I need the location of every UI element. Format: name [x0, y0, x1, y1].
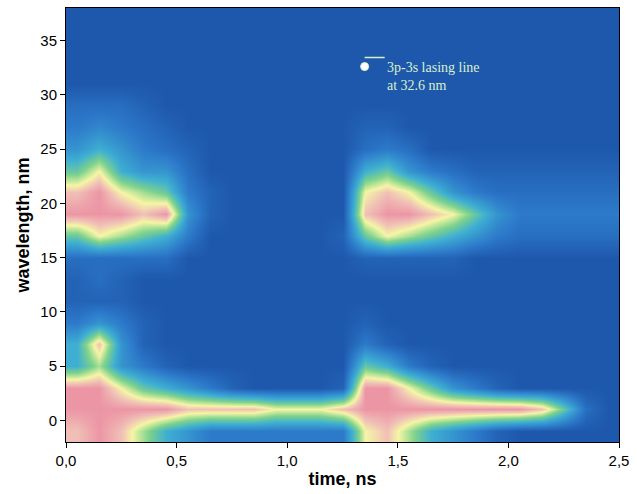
svg-text:25: 25 [40, 140, 57, 157]
svg-text:0,5: 0,5 [166, 452, 187, 469]
svg-text:2,0: 2,0 [498, 452, 519, 469]
svg-text:35: 35 [40, 32, 57, 49]
svg-text:10: 10 [40, 303, 57, 320]
svg-text:15: 15 [40, 249, 57, 266]
svg-text:0,0: 0,0 [56, 452, 77, 469]
svg-text:1,0: 1,0 [277, 452, 298, 469]
svg-text:2,5: 2,5 [609, 452, 630, 469]
svg-text:1,5: 1,5 [387, 452, 408, 469]
svg-text:3p-3s lasing lineat 32.6 nm: 3p-3s lasing lineat 32.6 nm [387, 60, 480, 93]
svg-text:30: 30 [40, 86, 57, 103]
svg-text:wavelength, nm: wavelength, nm [13, 157, 33, 293]
svg-text:20: 20 [40, 195, 57, 212]
svg-text:time, ns: time, ns [308, 469, 376, 489]
svg-text:5: 5 [49, 357, 57, 374]
svg-text:0: 0 [49, 412, 57, 429]
